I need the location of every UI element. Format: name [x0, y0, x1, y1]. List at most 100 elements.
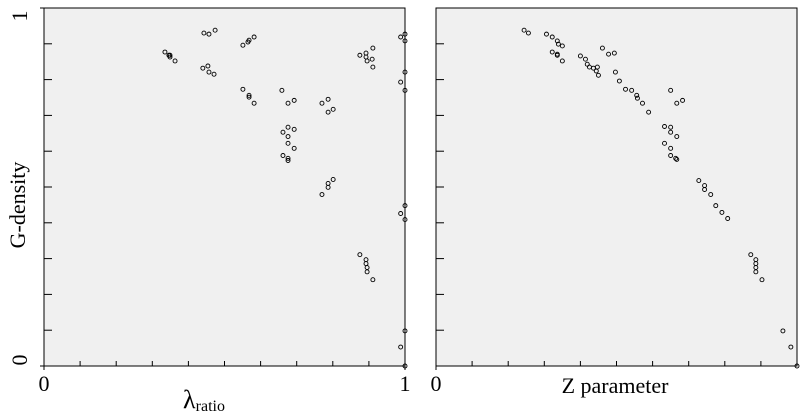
point: [577, 53, 583, 59]
point: [606, 51, 612, 57]
point: [668, 87, 674, 93]
point: [402, 203, 408, 209]
point: [702, 187, 708, 192]
point: [629, 87, 635, 93]
point: [246, 92, 252, 98]
plot-area: [435, 7, 798, 367]
point: [753, 269, 759, 275]
point: [646, 109, 652, 115]
point: [211, 71, 217, 77]
point: [285, 155, 291, 161]
plot-area: [43, 7, 406, 367]
point: [662, 140, 667, 146]
x-tick-label: 1: [400, 371, 411, 396]
point: [279, 87, 285, 93]
x-tick-label: 0: [39, 371, 50, 396]
point: [611, 50, 617, 56]
point: [662, 124, 667, 129]
point: [634, 92, 640, 98]
point: [201, 30, 207, 36]
point: [325, 180, 331, 186]
point: [594, 64, 600, 70]
point: [398, 34, 404, 40]
point: [402, 328, 408, 334]
point: [612, 69, 618, 75]
point: [285, 140, 291, 146]
point: [549, 34, 555, 40]
point: [246, 37, 252, 43]
point: [521, 27, 527, 33]
point: [559, 43, 565, 49]
point: [370, 64, 376, 70]
point: [240, 42, 246, 48]
point: [623, 86, 628, 92]
point: [559, 58, 565, 64]
point: [668, 145, 674, 151]
point: [285, 124, 291, 130]
point: [364, 269, 370, 275]
point: [596, 72, 601, 78]
point: [696, 178, 702, 184]
point: [674, 156, 680, 162]
point: [748, 252, 754, 258]
point: [206, 31, 212, 37]
point: [599, 45, 605, 51]
point: [583, 56, 588, 62]
point: [251, 100, 257, 106]
point: [554, 38, 560, 44]
point: [668, 153, 674, 158]
x-axis-label: Z parameter: [562, 373, 670, 398]
point: [206, 69, 212, 75]
point: [402, 217, 408, 223]
point: [291, 145, 297, 151]
point: [167, 52, 173, 58]
y-tick-label: 0: [7, 355, 32, 366]
point: [544, 31, 549, 37]
point: [668, 124, 674, 130]
point: [370, 277, 376, 283]
point: [634, 95, 640, 101]
point: [251, 34, 257, 40]
point: [719, 209, 725, 215]
point: [402, 38, 408, 44]
x-axis-label-subscript: ratio: [196, 398, 225, 415]
point: [205, 63, 211, 69]
point: [325, 109, 331, 115]
point: [402, 69, 408, 75]
point: [172, 58, 178, 64]
point: [673, 155, 679, 161]
point: [713, 203, 719, 209]
point: [369, 56, 375, 62]
point: [708, 192, 714, 197]
x-axis-label: λratio: [183, 385, 225, 415]
y-axis-label: G-density: [5, 162, 30, 249]
point: [668, 129, 674, 135]
point: [674, 134, 680, 139]
point: [246, 94, 252, 100]
point: [212, 27, 218, 33]
x-axis-label-symbol: λ: [183, 385, 196, 414]
point: [759, 277, 765, 283]
point: [200, 65, 206, 71]
point: [285, 100, 291, 106]
point: [402, 363, 408, 369]
point: [554, 52, 560, 58]
point: [364, 58, 370, 64]
point: [398, 211, 404, 216]
point: [780, 328, 786, 334]
point: [291, 97, 297, 103]
point: [162, 49, 168, 55]
point: [240, 86, 246, 92]
point: [402, 87, 408, 93]
point: [398, 79, 404, 85]
point: [370, 45, 376, 51]
point: [280, 129, 286, 135]
x-tick-label: 0: [431, 371, 442, 396]
point: [357, 252, 363, 258]
point: [330, 177, 336, 182]
point: [640, 100, 645, 106]
point: [330, 106, 336, 112]
point: [319, 192, 325, 197]
point: [674, 100, 680, 106]
